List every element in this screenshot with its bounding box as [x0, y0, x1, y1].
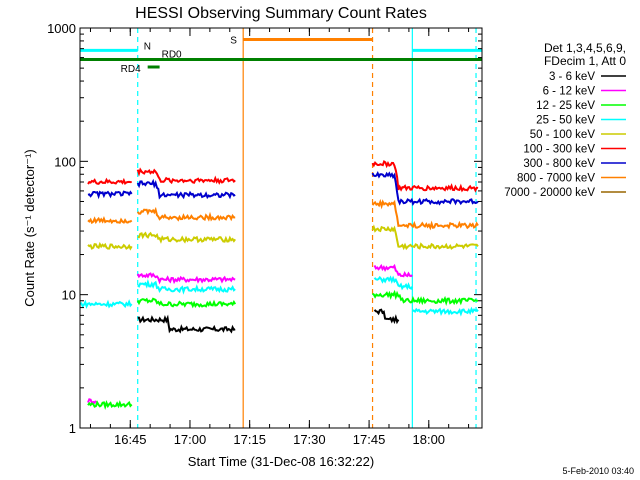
y-axis-label: Count Rate (s⁻¹ detector⁻¹): [22, 149, 37, 307]
plot-frame: [79, 27, 483, 429]
series-line-5-2: [371, 159, 479, 193]
x-axis-label: Start Time (31-Dec-08 16:32:22): [188, 454, 374, 469]
x-tick-label: 17:15: [233, 432, 266, 447]
series-line-7-1: [136, 206, 236, 222]
series-line-5-1: [136, 167, 236, 185]
legend-label: 25 - 50 keV: [536, 115, 595, 127]
series-line-2-1: [136, 297, 237, 309]
series-line-0-0: [137, 314, 236, 334]
x-tick-label: 17:00: [174, 432, 207, 447]
y-tick-label: 1: [69, 421, 76, 436]
series-line-3-0: [79, 299, 133, 309]
series-line-1-1: [136, 272, 236, 285]
series-line-3-3: [411, 306, 479, 317]
legend-header: Det 1,3,4,5,6,9,: [544, 41, 626, 55]
series-line-0-1: [373, 308, 400, 325]
series-line-6-0: [87, 190, 133, 200]
chart-title: HESSI Observing Summary Count Rates: [135, 5, 427, 22]
footer-date: 5-Feb-2010 03:40: [562, 466, 634, 476]
series-line-4-0: [87, 241, 133, 251]
legend-label: 3 - 6 keV: [549, 71, 595, 83]
legend-label: 50 - 100 keV: [530, 129, 596, 141]
legend-label: 300 - 800 keV: [523, 158, 595, 170]
series-line-2-0: [87, 399, 133, 411]
series-line-3-1: [137, 278, 236, 295]
series-line-6-1: [136, 178, 236, 200]
legend-header: FDecim 1, Att 0: [544, 54, 626, 68]
legend-label: 12 - 25 keV: [536, 100, 595, 112]
series-line-2-2: [372, 289, 479, 306]
x-tick-label: 18:00: [413, 432, 446, 447]
series-line-4-2: [371, 224, 479, 251]
series-line-4-1: [137, 231, 236, 244]
legend-label: 800 - 7000 keV: [517, 173, 595, 185]
series-line-7-0: [87, 215, 133, 225]
y-tick-label: 1000: [47, 21, 76, 36]
series-line-7-2: [371, 198, 479, 231]
series-line-6-2: [371, 171, 479, 207]
series-line-3-2: [373, 275, 414, 291]
x-tick-label: 16:45: [114, 432, 147, 447]
legend-label: 6 - 12 keV: [543, 86, 596, 98]
flag-label-rd0: RD0: [162, 50, 182, 61]
legend-label: 100 - 300 keV: [523, 144, 595, 156]
x-tick-label: 17:45: [353, 432, 386, 447]
flag-label-n: N: [144, 41, 151, 52]
series-line-1-2: [373, 263, 413, 278]
flag-label-s: S: [230, 35, 237, 46]
y-tick-label: 10: [62, 288, 76, 303]
y-tick-label: 100: [54, 154, 76, 169]
x-tick-label: 17:30: [293, 432, 326, 447]
legend-label: 7000 - 20000 keV: [504, 187, 595, 199]
series-line-5-0: [87, 177, 132, 185]
flag-label-rd4: RD4: [121, 64, 141, 75]
